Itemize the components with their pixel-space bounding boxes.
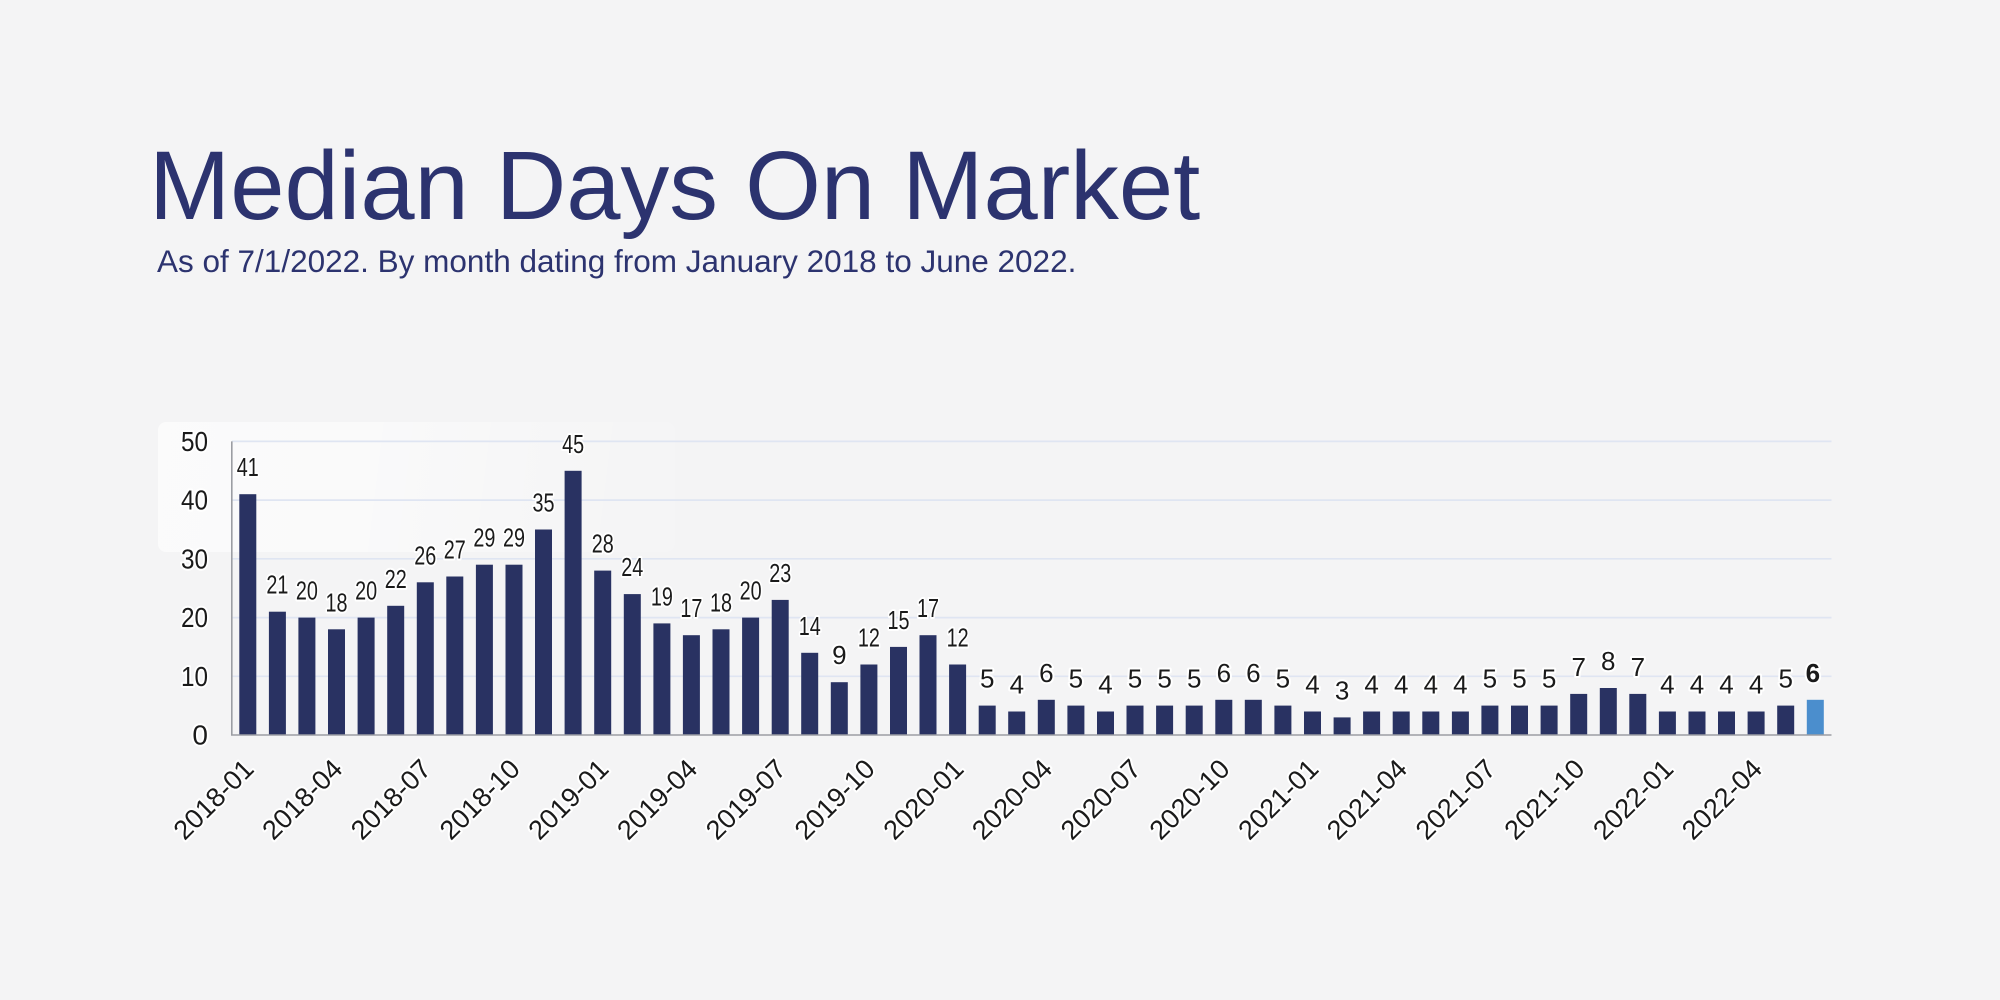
svg-text:4: 4 [1305, 670, 1319, 700]
svg-text:45: 45 [562, 429, 584, 459]
svg-text:2019-10: 2019-10 [789, 754, 881, 846]
svg-text:5: 5 [1128, 664, 1142, 694]
svg-text:2018-04: 2018-04 [256, 754, 348, 846]
svg-text:29: 29 [503, 523, 525, 553]
svg-text:4: 4 [1453, 670, 1467, 700]
svg-text:10: 10 [181, 661, 208, 692]
svg-text:8: 8 [1601, 646, 1615, 676]
svg-text:20: 20 [296, 576, 318, 606]
svg-text:14: 14 [799, 611, 821, 641]
svg-text:20: 20 [740, 576, 762, 606]
svg-text:5: 5 [1157, 664, 1171, 694]
svg-text:0: 0 [192, 720, 208, 751]
svg-text:2022-04: 2022-04 [1676, 754, 1768, 846]
svg-text:2020-04: 2020-04 [966, 754, 1058, 846]
svg-text:12: 12 [947, 623, 969, 653]
svg-text:5: 5 [980, 664, 994, 694]
svg-text:2019-04: 2019-04 [611, 754, 703, 846]
svg-text:26: 26 [414, 540, 436, 570]
svg-text:21: 21 [266, 570, 288, 600]
svg-text:28: 28 [592, 529, 614, 559]
svg-text:17: 17 [680, 593, 702, 623]
svg-text:6: 6 [1806, 658, 1820, 688]
svg-text:2021-01: 2021-01 [1232, 754, 1324, 846]
svg-text:20: 20 [181, 602, 208, 633]
svg-text:40: 40 [181, 485, 208, 516]
svg-text:2020-10: 2020-10 [1144, 754, 1236, 846]
svg-text:2020-01: 2020-01 [877, 754, 969, 846]
svg-text:5: 5 [1276, 664, 1290, 694]
svg-text:2020-07: 2020-07 [1055, 754, 1147, 846]
svg-text:18: 18 [710, 587, 732, 617]
svg-text:6: 6 [1039, 658, 1053, 688]
svg-text:4: 4 [1749, 670, 1763, 700]
svg-text:7: 7 [1571, 652, 1585, 682]
svg-text:4: 4 [1010, 670, 1024, 700]
svg-text:2022-01: 2022-01 [1587, 754, 1679, 846]
svg-text:5: 5 [1542, 664, 1556, 694]
svg-text:3: 3 [1335, 675, 1349, 705]
svg-text:2021-04: 2021-04 [1321, 754, 1413, 846]
svg-text:23: 23 [769, 558, 791, 588]
svg-text:41: 41 [237, 452, 259, 482]
svg-text:9: 9 [832, 640, 846, 670]
svg-text:24: 24 [621, 552, 643, 582]
svg-text:5: 5 [1187, 664, 1201, 694]
svg-text:2021-07: 2021-07 [1410, 754, 1502, 846]
svg-text:4: 4 [1690, 670, 1704, 700]
svg-text:5: 5 [1778, 664, 1792, 694]
svg-text:2019-01: 2019-01 [523, 754, 615, 846]
svg-text:4: 4 [1719, 670, 1733, 700]
svg-text:5: 5 [1069, 664, 1083, 694]
svg-text:50: 50 [181, 426, 208, 457]
svg-text:19: 19 [651, 581, 673, 611]
svg-text:4: 4 [1424, 670, 1438, 700]
svg-text:4: 4 [1098, 670, 1112, 700]
svg-text:15: 15 [888, 605, 910, 635]
svg-text:22: 22 [385, 564, 407, 594]
svg-text:18: 18 [326, 587, 348, 617]
svg-text:12: 12 [858, 623, 880, 653]
svg-text:2019-07: 2019-07 [700, 754, 792, 846]
svg-text:27: 27 [444, 535, 466, 565]
svg-text:20: 20 [355, 576, 377, 606]
svg-text:4: 4 [1394, 670, 1408, 700]
svg-text:17: 17 [917, 593, 939, 623]
svg-text:2018-01: 2018-01 [168, 754, 260, 846]
svg-text:35: 35 [533, 488, 555, 518]
svg-text:2018-10: 2018-10 [434, 754, 526, 846]
svg-text:5: 5 [1483, 664, 1497, 694]
svg-text:2018-07: 2018-07 [345, 754, 437, 846]
svg-text:4: 4 [1660, 670, 1674, 700]
svg-text:5: 5 [1512, 664, 1526, 694]
svg-text:29: 29 [473, 523, 495, 553]
svg-text:30: 30 [181, 543, 208, 574]
svg-text:6: 6 [1246, 658, 1260, 688]
svg-text:6: 6 [1217, 658, 1231, 688]
svg-text:4: 4 [1364, 670, 1378, 700]
svg-text:2021-10: 2021-10 [1499, 754, 1591, 846]
svg-text:7: 7 [1631, 652, 1645, 682]
